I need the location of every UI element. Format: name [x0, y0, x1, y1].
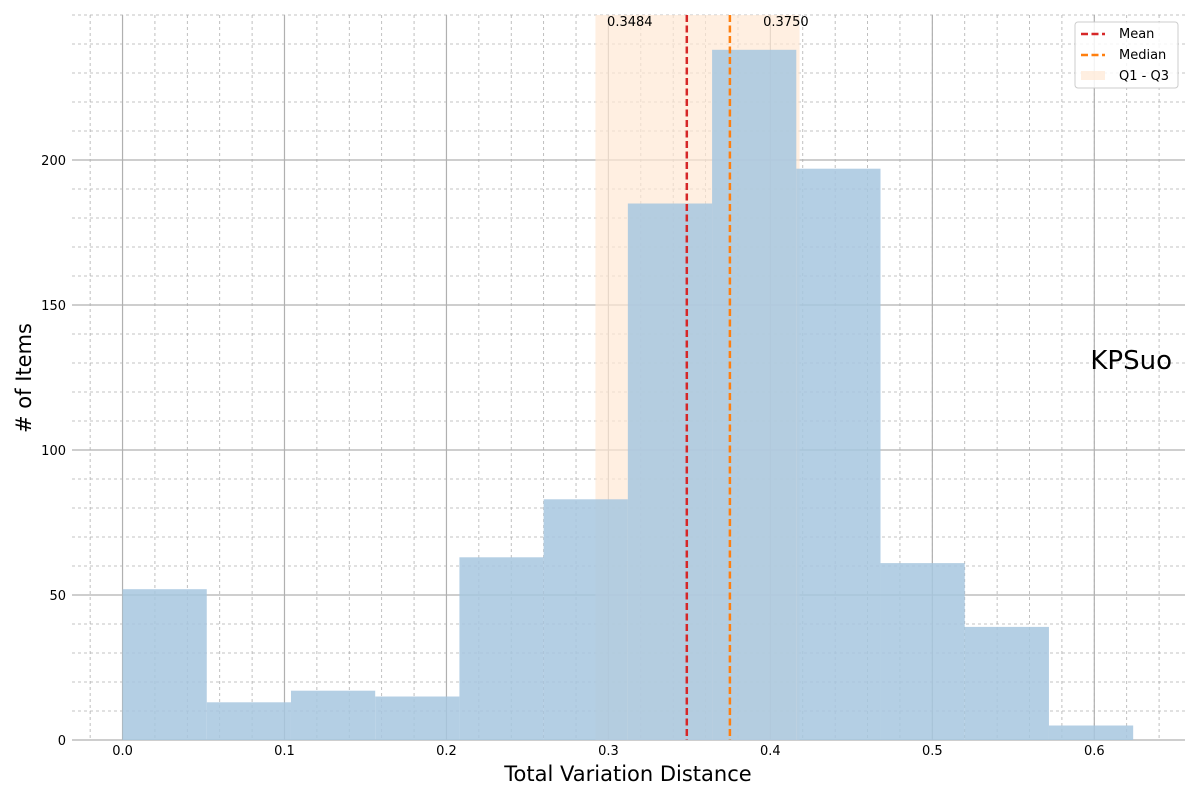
histogram-bars: [122, 49, 1134, 741]
x-tick-label: 0.4: [760, 744, 781, 759]
x-tick-label: 0.6: [1084, 744, 1105, 759]
histogram-bar: [880, 563, 965, 740]
histogram-bar: [1048, 725, 1134, 740]
y-tick-label: 100: [41, 444, 66, 459]
x-tick-label: 0.3: [598, 744, 619, 759]
histogram-bar: [543, 499, 628, 740]
y-tick-label: 0: [58, 734, 66, 749]
y-tick-label: 50: [49, 589, 66, 604]
y-tick-label: 200: [41, 154, 66, 169]
histogram-bar: [290, 690, 376, 740]
histogram-bar: [712, 49, 797, 741]
histogram-bar: [459, 557, 544, 740]
y-axis-label: # of Items: [12, 323, 36, 433]
histogram-bar: [122, 589, 207, 740]
histogram-bar: [206, 702, 291, 740]
histogram-bar: [627, 203, 713, 740]
legend-median-label: Median: [1119, 48, 1166, 63]
x-axis-label: Total Variation Distance: [503, 762, 751, 786]
x-tick-label: 0.5: [922, 744, 943, 759]
histogram-bar: [375, 696, 460, 740]
y-axis-ticks: 0 50 100 150 200: [41, 154, 66, 749]
legend: Mean Median Q1 - Q3: [1074, 21, 1179, 89]
legend-iqr-label: Q1 - Q3: [1119, 69, 1169, 84]
x-tick-label: 0.2: [436, 744, 457, 759]
legend-mean-label: Mean: [1119, 27, 1154, 42]
legend-iqr-swatch: [1081, 71, 1105, 80]
x-axis-ticks: 0.0 0.1 0.2 0.3 0.4 0.5 0.6: [112, 744, 1104, 759]
histogram-bar: [964, 626, 1049, 740]
y-tick-label: 150: [41, 299, 66, 314]
chart-annotation: KPSuo: [1090, 346, 1172, 376]
histogram-bar: [796, 168, 881, 740]
mean-value-label: 0.3484: [607, 15, 653, 30]
x-tick-label: 0.1: [274, 744, 295, 759]
x-tick-label: 0.0: [112, 744, 133, 759]
median-value-label: 0.3750: [763, 15, 809, 30]
